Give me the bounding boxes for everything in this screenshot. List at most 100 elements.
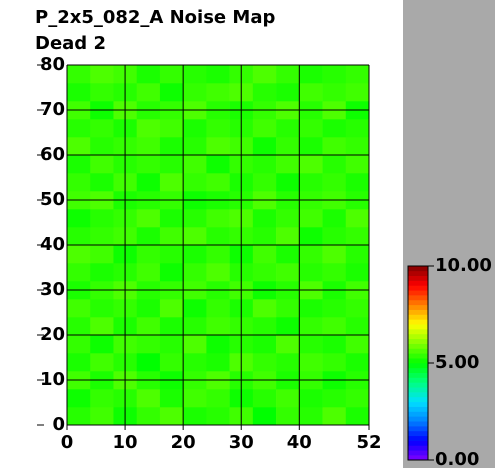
heatmap-cell (183, 227, 207, 246)
heatmap-cell (299, 353, 323, 372)
colorbar-step (408, 367, 428, 373)
heatmap-cell (252, 335, 277, 354)
heatmap-cell (299, 245, 323, 264)
heatmap-cell (276, 353, 300, 372)
heatmap-cell (206, 353, 230, 372)
heatmap-cell (345, 209, 370, 228)
heatmap-cell (136, 353, 161, 372)
chart-title: P_2x5_082_A Noise Map (35, 7, 275, 28)
heatmap-cell (183, 245, 207, 264)
colorbar-step (408, 445, 428, 451)
y-tick-label: 50 (40, 189, 65, 210)
heatmap-cell (299, 389, 323, 408)
colorbar-step (408, 421, 428, 427)
chart-subtitle: Dead 2 (35, 33, 106, 54)
heatmap-cell (183, 317, 207, 336)
heatmap-cell (136, 137, 161, 156)
x-tick-label: 0 (61, 432, 74, 453)
heatmap-cell (322, 245, 347, 264)
heatmap-cell (136, 227, 161, 246)
heatmap-cell (345, 65, 370, 84)
colorbar-step (408, 363, 428, 369)
heatmap-cell (159, 245, 184, 264)
heatmap-cell (322, 407, 347, 426)
y-tick-label: 40 (40, 234, 65, 255)
heatmap-cell (299, 119, 323, 138)
heatmap-cell (206, 119, 230, 138)
heatmap-cell (90, 407, 114, 426)
heatmap-cell (206, 155, 230, 174)
heatmap-cell (136, 209, 161, 228)
heatmap-cell (322, 335, 347, 354)
heatmap-cell (276, 137, 300, 156)
colorbar-step (408, 270, 428, 276)
colorbar-step (408, 430, 428, 437)
heatmap-cell (183, 209, 207, 228)
colorbar-step (408, 338, 428, 344)
heatmap-cell (136, 263, 161, 282)
heatmap-cell (252, 353, 277, 372)
heatmap-cell (345, 317, 370, 336)
heatmap-cell (136, 173, 161, 192)
heatmap-cell (345, 227, 370, 246)
heatmap-cell (136, 299, 161, 318)
heatmap-cell (206, 227, 230, 246)
heatmap-cell (276, 389, 300, 408)
heatmap-cell (252, 245, 277, 264)
heatmap-cell (90, 173, 114, 192)
heatmap-cell (90, 299, 114, 318)
y-tick-label: 70 (40, 99, 65, 120)
heatmap-cell (322, 83, 347, 102)
colorbar-step (408, 309, 428, 315)
heatmap-cell (90, 155, 114, 174)
colorbar-step (408, 324, 428, 330)
heatmap-cell (159, 137, 184, 156)
colorbar-step (408, 396, 428, 403)
y-tick-label: 60 (40, 144, 65, 165)
heatmap-cell (276, 209, 300, 228)
y-tick-label: 20 (40, 324, 65, 345)
heatmap-cell (159, 119, 184, 138)
heatmap-cell (322, 173, 347, 192)
heatmap-cell (183, 407, 207, 426)
heatmap-cell (183, 119, 207, 138)
heatmap-cell (276, 155, 300, 174)
colorbar-step (408, 406, 428, 412)
heatmap-cell (136, 155, 161, 174)
colorbar-step (408, 416, 428, 422)
heatmap-cell (183, 389, 207, 408)
heatmap-cell (276, 407, 300, 426)
heatmap-cell (322, 353, 347, 372)
heatmap-cell (252, 317, 277, 336)
heatmap-cell (90, 209, 114, 228)
heatmap-cell (252, 65, 277, 84)
colorbar-step (408, 377, 428, 383)
heatmap-cell (90, 335, 114, 354)
colorbar-step (408, 372, 428, 378)
colorbar-step (408, 304, 428, 310)
heatmap-cell (252, 263, 277, 282)
heatmap-cell (299, 83, 323, 102)
y-tick-label: 0 (52, 414, 65, 435)
colorbar-step (408, 295, 428, 301)
heatmap-cell (276, 173, 300, 192)
heatmap-cell (136, 245, 161, 264)
colorbar-step (408, 455, 428, 461)
y-tick-label: 80 (40, 54, 65, 75)
heatmap-cell (136, 407, 161, 426)
y-tick-label: 30 (40, 279, 65, 300)
heatmap-cell (322, 299, 347, 318)
heatmap-cell (67, 173, 91, 192)
heatmap-cell (136, 65, 161, 84)
heatmap-cell (206, 263, 230, 282)
colorbar-step (408, 440, 428, 446)
heatmap-cell (90, 263, 114, 282)
heatmap-cell (345, 389, 370, 408)
heatmap-cell (206, 245, 230, 264)
heatmap-cell (90, 119, 114, 138)
y-tick-label: 10 (40, 369, 65, 390)
heatmap-cell (183, 263, 207, 282)
colorbar-step (408, 333, 428, 340)
heatmap-cell (136, 317, 161, 336)
heatmap-cell (276, 227, 300, 246)
